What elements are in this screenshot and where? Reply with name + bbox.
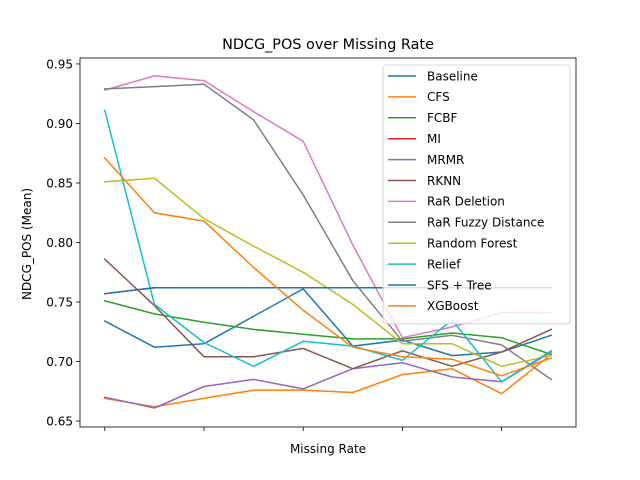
- series-line-xgboost: [103, 156, 553, 377]
- legend-label-mi: MI: [427, 132, 441, 146]
- series-line-rknn: [103, 258, 553, 370]
- y-tick-label: 0.95: [46, 57, 73, 71]
- series-line-baseline: [103, 288, 553, 357]
- series-line-mrmr: [103, 350, 553, 409]
- legend-box: [382, 64, 571, 325]
- axes: 0.65 0.70 0.75 0.80 0.85 0.90 0.95: [46, 57, 577, 431]
- y-axis-label: NDCG_POS (Mean): [20, 188, 34, 300]
- y-tick-label: 0.75: [46, 295, 73, 309]
- series-line-cfs: [103, 353, 553, 408]
- x-axis-label: Missing Rate: [290, 442, 366, 456]
- legend-label-baseline: Baseline: [427, 69, 478, 83]
- series-line-rar-fuzzy-distance: [104, 83, 553, 381]
- legend-label-sfs-tree: SFS + Tree: [427, 278, 492, 292]
- y-tick-label: 0.65: [46, 414, 73, 428]
- legend-label-fcbf: FCBF: [427, 111, 458, 125]
- legend-label-relief: Relief: [427, 257, 461, 271]
- legend-label-mrmr: MRMR: [427, 153, 464, 167]
- y-tick-label: 0.90: [46, 117, 73, 131]
- legend: Baseline CFS FCBF MI MRMR RKNN RaR Deletion RaR…: [382, 64, 571, 325]
- y-tick-label: 0.80: [46, 236, 73, 250]
- legend-label-cfs: CFS: [427, 90, 450, 104]
- legend-label-random-forest: Random Forest: [427, 237, 518, 251]
- series-line-fcbf: [103, 299, 553, 356]
- series-line-relief: [103, 109, 553, 383]
- legend-label-xgboost: XGBoost: [427, 299, 479, 313]
- chart-title: NDCG_POS over Missing Rate: [222, 37, 434, 53]
- plot-lines: [103, 75, 553, 409]
- y-tick-label: 0.85: [46, 176, 73, 190]
- legend-label-rar-deletion: RaR Deletion: [427, 195, 505, 209]
- legend-label-rar-fuzzy-distance: RaR Fuzzy Distance: [427, 216, 544, 230]
- y-tick-label: 0.70: [46, 355, 73, 369]
- legend-label-rknn: RKNN: [427, 174, 461, 188]
